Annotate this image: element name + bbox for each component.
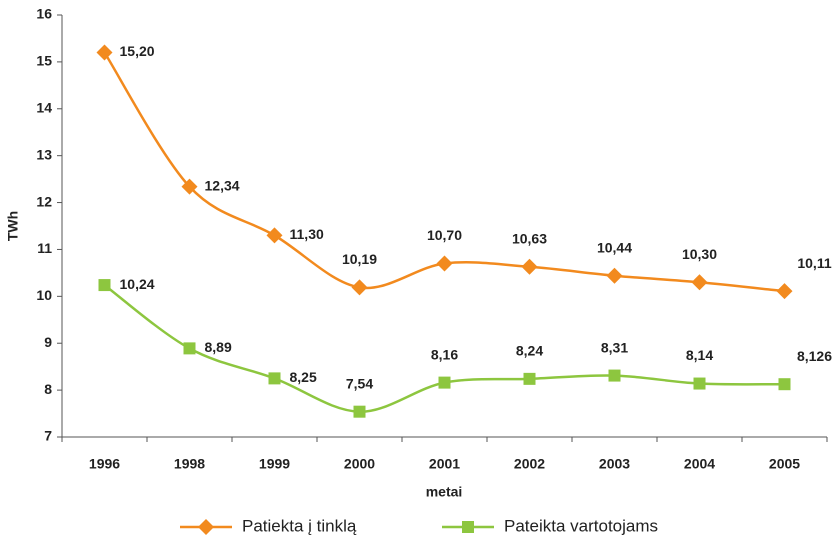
x-tick-label: 2002	[514, 456, 545, 472]
data-label: 10,63	[512, 230, 547, 246]
y-tick-label: 13	[36, 146, 52, 162]
marker	[608, 369, 621, 382]
data-label: 10,44	[597, 239, 632, 255]
x-axis-label: metai	[426, 484, 463, 500]
data-label: 8,126	[797, 348, 832, 364]
x-tick-label: 2003	[599, 456, 630, 472]
data-label: 7,54	[346, 375, 373, 391]
data-label: 10,24	[120, 276, 155, 292]
marker	[351, 279, 368, 296]
y-tick-label: 12	[36, 193, 52, 209]
x-tick-label: 1999	[259, 456, 290, 472]
marker	[98, 279, 111, 292]
series-line	[103, 51, 785, 293]
marker	[181, 178, 198, 195]
legend-marker	[198, 519, 214, 535]
data-label: 8,24	[516, 343, 543, 359]
data-label: 10,70	[427, 227, 462, 243]
x-tick-label: 1996	[89, 456, 120, 472]
data-label: 10,19	[342, 251, 377, 267]
y-tick-label: 16	[36, 6, 52, 22]
marker	[606, 267, 623, 284]
data-label: 10,30	[682, 246, 717, 262]
y-tick-label: 8	[44, 381, 52, 397]
marker	[523, 372, 536, 385]
marker	[438, 376, 451, 389]
legend-marker	[462, 521, 474, 533]
y-tick-label: 9	[44, 334, 52, 350]
marker	[266, 227, 283, 244]
marker	[268, 372, 281, 385]
data-label: 8,25	[290, 369, 317, 385]
marker	[691, 274, 708, 291]
data-label: 11,30	[290, 226, 324, 242]
y-tick-label: 14	[36, 99, 52, 115]
marker	[693, 377, 706, 390]
y-tick-label: 15	[36, 53, 52, 69]
data-label: 10,11	[797, 255, 831, 271]
data-label: 8,14	[686, 347, 713, 363]
y-axis-label: TWh	[5, 211, 21, 241]
marker	[436, 255, 453, 272]
marker	[778, 378, 791, 391]
x-tick-label: 2005	[769, 456, 800, 472]
y-tick-label: 10	[36, 287, 52, 303]
legend-label: Patiekta į tinklą	[242, 516, 357, 535]
x-tick-label: 1998	[174, 456, 205, 472]
data-label: 15,20	[120, 43, 155, 59]
data-label: 8,31	[601, 339, 628, 355]
legend-label: Pateikta vartotojams	[504, 516, 658, 535]
marker	[183, 342, 196, 355]
marker	[776, 283, 793, 300]
x-tick-label: 2000	[344, 456, 375, 472]
marker	[353, 405, 366, 418]
data-label: 8,16	[431, 346, 458, 362]
marker	[96, 44, 113, 61]
data-label: 8,89	[205, 339, 232, 355]
y-tick-label: 11	[37, 240, 52, 256]
marker	[521, 258, 538, 275]
y-tick-label: 7	[44, 428, 52, 444]
x-tick-label: 2001	[429, 456, 460, 472]
data-label: 12,34	[205, 177, 240, 193]
x-tick-label: 2004	[684, 456, 715, 472]
